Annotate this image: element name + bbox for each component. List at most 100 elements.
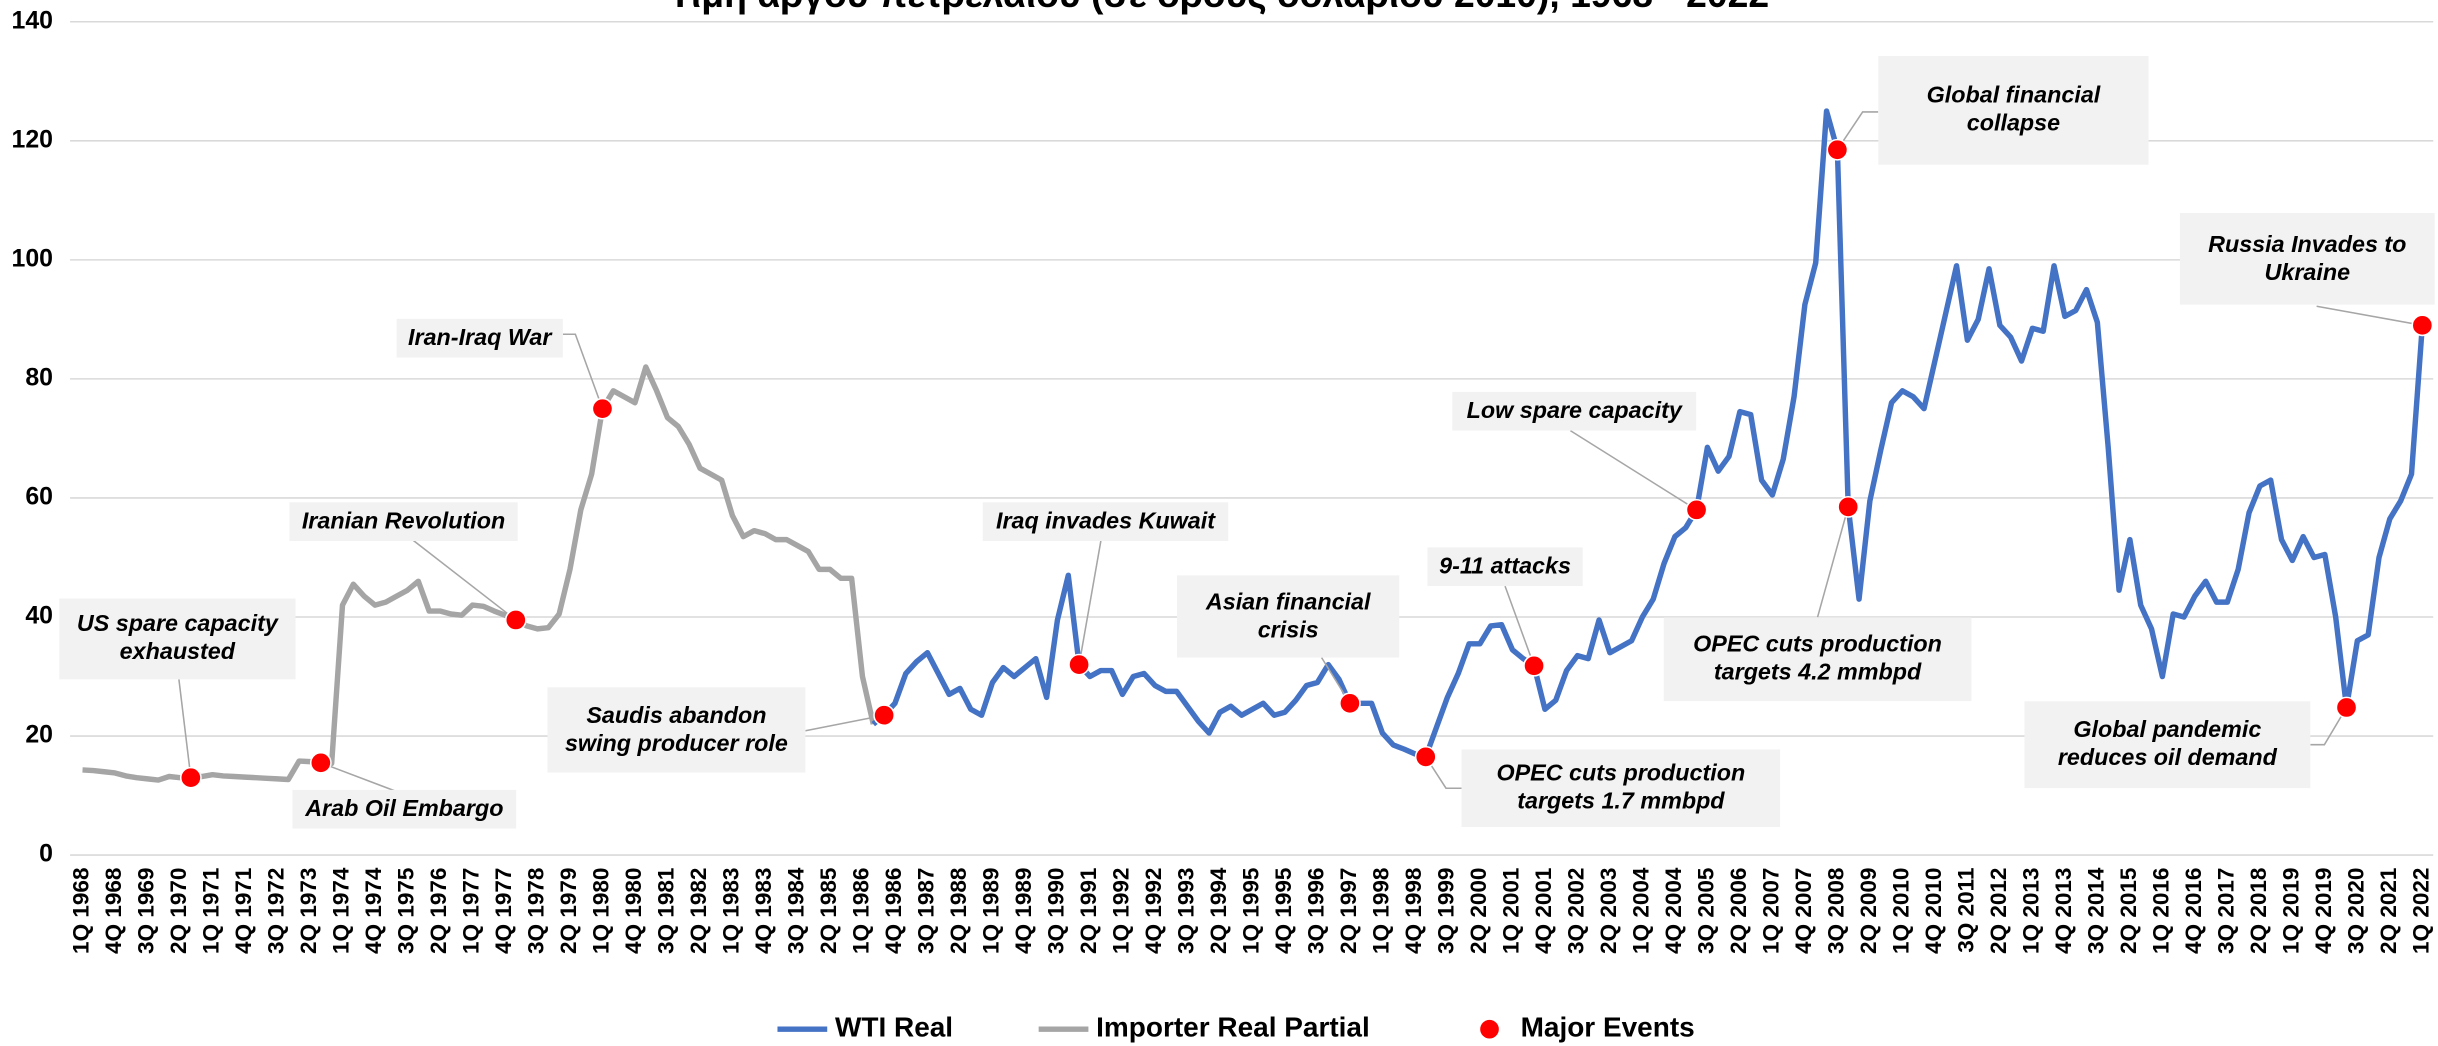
x-tick-label: 1Q 2001 [1498, 868, 1523, 954]
x-tick-label: 2Q 1994 [1206, 867, 1231, 954]
x-tick-label: 4Q 1992 [1141, 868, 1166, 954]
x-tick-label: 2Q 2009 [1856, 868, 1881, 954]
x-tick-label: 4Q 1974 [361, 867, 386, 954]
leader-line [178, 679, 192, 778]
x-tick-label: 4Q 2016 [2181, 868, 2206, 954]
line-series [82, 364, 876, 783]
annotation-box: 9-11 attacks [1427, 547, 1583, 587]
annotation: Saudis abandon swing producer role [547, 687, 806, 773]
x-tick-label: 3Q 1993 [1173, 868, 1198, 954]
x-tick-label: 1Q 1998 [1368, 868, 1393, 954]
x-tick-label: 3Q 2005 [1693, 868, 1718, 954]
y-tick-label: 40 [25, 602, 53, 630]
event-dot [2411, 314, 2434, 337]
event-dot [309, 751, 332, 774]
x-tick-label: 4Q 1980 [621, 868, 646, 954]
x-tick-label: 1Q 2007 [1758, 868, 1783, 954]
x-tick-label: 2Q 2000 [1466, 868, 1491, 954]
legend-label: Major Events [1521, 1012, 1695, 1043]
x-tick-label: 2Q 2012 [1986, 868, 2011, 954]
x-tick-label: 4Q 1971 [231, 868, 256, 954]
x-tick-label: 3Q 1990 [1043, 868, 1068, 954]
x-tick-label: 1Q 1980 [588, 868, 613, 954]
x-tick-label: 4Q 2004 [1661, 867, 1686, 954]
leader-line [2316, 305, 2423, 327]
x-tick-label: 1Q 1983 [718, 868, 743, 954]
x-tick-label: 3Q 1984 [783, 867, 808, 954]
annotation: Global pandemic reduces oil demand [2024, 701, 2311, 789]
x-tick-label: 4Q 1989 [1011, 868, 1036, 954]
x-tick-label: 4Q 2019 [2311, 868, 2336, 954]
x-tick-label: 3Q 1972 [263, 868, 288, 954]
annotation: Low spare capacity [1452, 391, 1697, 431]
annotation-box: Asian financial crisis [1177, 575, 1400, 658]
annotation-box: Global pandemic reduces oil demand [2024, 701, 2311, 789]
x-tick-label: 3Q 1981 [653, 868, 678, 954]
x-tick-label: 1Q 1977 [458, 868, 483, 954]
x-tick-label: 1Q 2010 [1888, 868, 1913, 954]
annotation: Iraq invades Kuwait [982, 502, 1229, 542]
x-tick-label: 2Q 1976 [426, 868, 451, 954]
x-tick-label: 1Q 2022 [2408, 868, 2433, 954]
x-tick-label: 3Q 1987 [913, 868, 938, 954]
annotation: Iranian Revolution [289, 502, 518, 542]
x-tick-label: 3Q 2011 [1953, 868, 1978, 953]
x-tick-label: 2Q 1973 [296, 868, 321, 954]
leader-line [1816, 506, 1849, 618]
x-tick-label: 3Q 2014 [2083, 867, 2108, 954]
event-dot [179, 766, 202, 789]
x-tick-label: 1Q 1992 [1108, 868, 1133, 954]
chart-title: Τιμή αργού πετρελαίου (σε όρους δολαρίου… [669, 0, 1769, 15]
x-tick-label: 1Q 2004 [1628, 867, 1653, 954]
annotation-box: Iran-Iraq War [396, 318, 563, 358]
annotation-box: OPEC cuts production targets 4.2 mmbpd [1663, 617, 1972, 702]
annotation: Asian financial crisis [1177, 575, 1400, 658]
x-tick-label: 2Q 2018 [2246, 868, 2271, 954]
leader-line [805, 714, 885, 732]
event-dot [1523, 654, 1545, 677]
x-tick-label: 1Q 1989 [978, 868, 1003, 954]
x-tick-label: 3Q 1996 [1303, 868, 1328, 954]
event-dot [591, 397, 614, 420]
x-tick-label: 1Q 1986 [848, 868, 873, 954]
legend-marker [1480, 1019, 1499, 1039]
event-dot [1414, 745, 1437, 768]
x-tick-label: 1Q 1971 [198, 868, 223, 954]
annotation-box: Russia Invades to Ukraine [2179, 212, 2435, 305]
x-tick-label: 1Q 2013 [2018, 868, 2043, 954]
event-dot [1685, 498, 1708, 521]
x-tick-label: 4Q 1977 [491, 868, 516, 954]
x-tick-label: 1Q 2019 [2278, 868, 2303, 954]
x-tick-label: 2Q 2015 [2116, 868, 2141, 954]
line-series [871, 108, 2426, 760]
legend-label: Importer Real Partial [1096, 1012, 1370, 1043]
leader-line [1836, 111, 1879, 151]
x-tick-label: 2Q 1985 [816, 868, 841, 954]
y-tick-label: 0 [39, 840, 53, 868]
leader-line [1504, 585, 1535, 667]
event-dot [1339, 692, 1361, 715]
annotation-box: US spare capacity exhausted [59, 598, 296, 680]
leader-line [1425, 756, 1462, 790]
annotation: OPEC cuts production targets 4.2 mmbpd [1663, 617, 1972, 702]
x-tick-label: 3Q 2020 [2343, 868, 2368, 954]
x-tick-label: 4Q 2010 [1921, 868, 1946, 954]
y-tick-label: 60 [25, 483, 53, 511]
y-tick-label: 20 [25, 721, 53, 749]
leader-line [562, 333, 604, 409]
x-tick-label: 1Q 1968 [68, 868, 93, 954]
y-tick-label: 140 [11, 6, 52, 34]
event-dot [873, 704, 896, 727]
x-tick-label: 1Q 1995 [1238, 868, 1263, 954]
legend-label: WTI Real [835, 1012, 953, 1043]
x-tick-label: 4Q 2013 [2051, 868, 2076, 954]
leader-line [411, 538, 517, 621]
annotation-box: Iraq invades Kuwait [982, 502, 1229, 542]
x-tick-label: 2Q 1991 [1076, 868, 1101, 954]
x-tick-label: 4Q 2007 [1791, 868, 1816, 954]
x-tick-label: 3Q 2017 [2213, 868, 2238, 954]
x-tick-label: 1Q 2016 [2148, 868, 2173, 954]
annotation: US spare capacity exhausted [59, 598, 296, 680]
y-tick-label: 120 [11, 125, 52, 153]
